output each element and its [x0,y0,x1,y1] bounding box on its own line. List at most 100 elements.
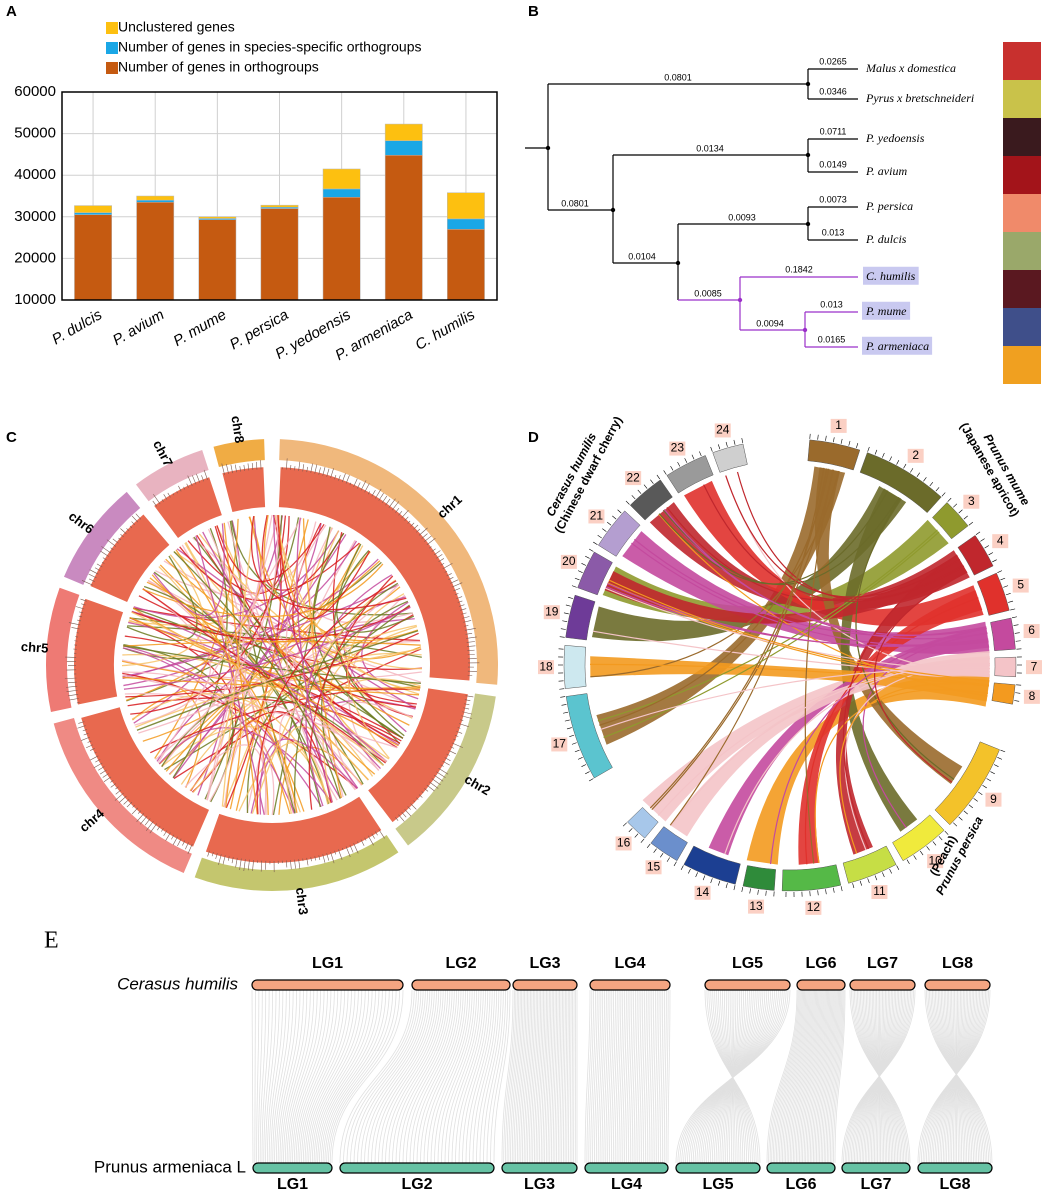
synteny-link [302,518,343,799]
synteny-curve [792,989,816,1164]
chromosome-bar [589,979,671,991]
synteny-curve [769,989,800,1164]
density-spike [391,501,400,511]
synteny-curve [360,989,426,1164]
synteny-curve [527,989,536,1164]
density-spike [431,548,436,552]
density-spike [230,464,233,474]
synteny-link [123,645,322,807]
synteny-curve [774,989,803,1164]
synteny-curve [775,989,804,1164]
density-spike [163,494,168,500]
synteny-curve [535,989,543,1164]
density-spike [454,593,459,596]
density-spike [357,841,359,844]
synteny-link [204,515,283,800]
tick [1010,608,1016,611]
synteny-link [142,563,384,618]
synteny-link [122,671,388,762]
tick [574,749,580,753]
panel-label: E [44,928,59,954]
density-spike [161,828,164,832]
chromosome-bar [917,1162,993,1174]
synteny-curve [547,989,553,1164]
density-spike [431,778,441,786]
synteny-curve [777,989,806,1164]
tick [941,492,946,497]
density-spike [438,558,445,562]
density-spike [66,685,78,688]
synteny-link [345,614,417,705]
density-spike [433,774,444,782]
tick [997,757,1003,760]
density-spike [338,849,343,860]
segment-number-box [714,423,731,438]
tick [963,515,968,520]
synteny-link [261,514,360,591]
synteny-curve [476,989,500,1164]
segment-number-box [1025,660,1042,675]
synteny-curve [381,989,440,1164]
synteny-curve [789,989,814,1164]
chromosome-bar [501,1162,578,1174]
synteny-curve [378,989,437,1164]
density-spike [177,838,182,847]
density-spike [243,859,246,872]
density-spike [464,703,470,706]
segment-arc [994,656,1017,678]
synteny-curve [513,989,524,1164]
group-label: LG4 [611,1176,642,1193]
tick [840,438,843,444]
density-spike [410,522,415,527]
ribbon [604,554,968,624]
chromosome-label: chr2 [462,771,493,798]
synteny-curve [554,989,559,1164]
tick [560,628,566,630]
density-spike [99,769,107,775]
synteny-curve [805,989,825,1164]
tick [566,727,572,730]
bar-segment [136,195,175,201]
tick [571,585,577,588]
density-spike [165,832,171,841]
tick [919,850,924,856]
legend-swatch [106,42,118,54]
tick [958,509,963,514]
chromosome-arc [279,439,498,685]
density-spike [353,843,359,854]
density-spike [66,689,78,692]
synteny-curve [299,989,342,1164]
segment-arc [976,572,1010,616]
density-spike [126,528,130,532]
density-spike [364,483,370,493]
synteny-curve [277,989,301,1164]
tick [1000,577,1006,581]
tick [677,461,681,467]
leaf-label: P. yedoensis [865,131,925,145]
density-ring [222,467,266,513]
synteny-curve [667,989,671,1164]
synteny-curve [288,989,322,1164]
synteny-link [278,710,380,814]
synteny-link [123,606,411,690]
segment-arc [565,594,596,641]
density-spike [461,715,472,719]
tree-node [737,297,743,303]
synteny-link [131,611,384,767]
synteny-curve [594,989,600,1164]
synteny-curve [539,989,546,1164]
synteny-curve [395,989,449,1164]
chromosome-bar [251,979,404,991]
segment-number-box [985,792,1002,807]
tick [926,846,930,851]
legend-label: Number of genes in orthogroups [118,59,319,75]
density-spike [186,483,189,488]
synteny-curve [350,989,420,1164]
thin-link [633,538,987,637]
density-spike [78,615,83,618]
synteny-link [164,604,410,771]
density-spike [231,857,234,864]
synteny-curve [451,989,484,1164]
synteny-curve [635,989,640,1164]
density-spike [440,562,445,566]
